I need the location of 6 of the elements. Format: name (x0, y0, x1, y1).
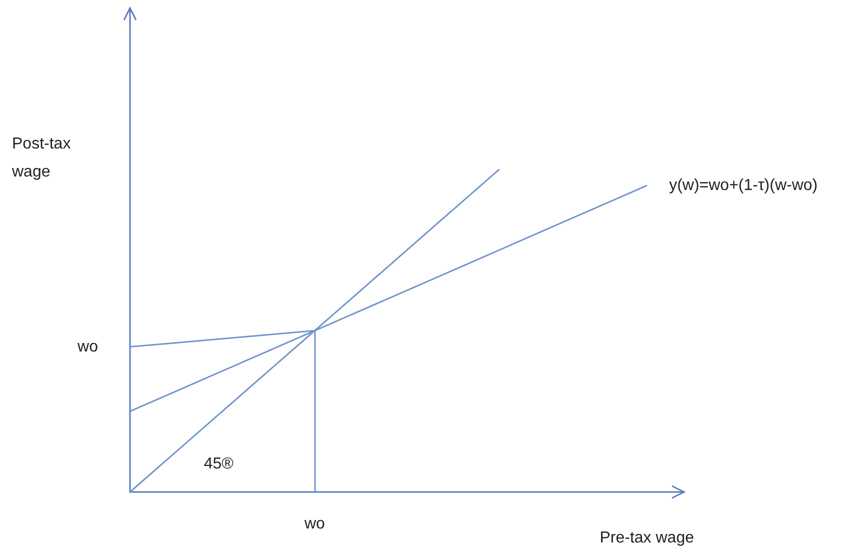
x-axis-title: Pre-tax wage (600, 530, 694, 546)
text: wo (76, 338, 98, 356)
y-axis-title: Post-tax wage (11, 136, 71, 180)
text: wo (303, 516, 325, 532)
annotation: 45® (204, 456, 234, 472)
series-label: y(w)=wo+(1-τ)(w-wo) (669, 176, 818, 194)
